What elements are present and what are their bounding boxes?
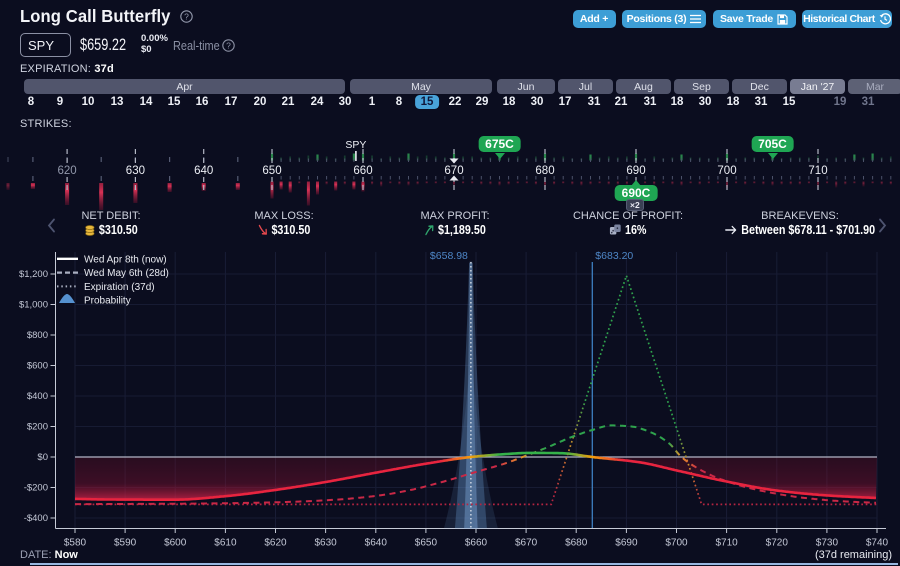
svg-text:700: 700 bbox=[717, 165, 736, 177]
svg-text:$600: $600 bbox=[27, 361, 48, 372]
svg-text:$683.20: $683.20 bbox=[595, 250, 633, 262]
svg-text:660: 660 bbox=[353, 165, 372, 177]
svg-text:$640: $640 bbox=[365, 538, 388, 549]
svg-text:$1,200: $1,200 bbox=[19, 269, 48, 280]
svg-text:630: 630 bbox=[126, 165, 145, 177]
svg-text:Expiration (37d): Expiration (37d) bbox=[84, 282, 155, 293]
svg-text:$590: $590 bbox=[114, 538, 137, 549]
svg-text:$720: $720 bbox=[766, 538, 789, 549]
svg-text:$690: $690 bbox=[615, 538, 638, 549]
svg-text:$200: $200 bbox=[27, 422, 48, 433]
svg-text:$0: $0 bbox=[37, 452, 48, 463]
svg-text:$400: $400 bbox=[27, 391, 48, 402]
svg-text:670: 670 bbox=[444, 165, 463, 177]
svg-text:640: 640 bbox=[194, 165, 213, 177]
svg-text:$680: $680 bbox=[565, 538, 588, 549]
svg-text:Probability: Probability bbox=[84, 296, 131, 307]
svg-text:$580: $580 bbox=[64, 538, 87, 549]
svg-text:$740: $740 bbox=[866, 538, 889, 549]
svg-text:690: 690 bbox=[626, 165, 645, 177]
svg-text:?: ? bbox=[226, 40, 231, 50]
svg-text:$1,000: $1,000 bbox=[19, 300, 48, 311]
svg-text:$660: $660 bbox=[465, 538, 488, 549]
svg-text:-$400: -$400 bbox=[24, 513, 48, 524]
svg-text:$600: $600 bbox=[164, 538, 187, 549]
svg-text:?: ? bbox=[184, 11, 189, 21]
svg-text:$730: $730 bbox=[816, 538, 839, 549]
svg-text:$630: $630 bbox=[314, 538, 337, 549]
svg-text:620: 620 bbox=[58, 165, 77, 177]
svg-text:-$200: -$200 bbox=[24, 483, 48, 494]
svg-text:$710: $710 bbox=[715, 538, 738, 549]
svg-text:Wed May 6th (28d): Wed May 6th (28d) bbox=[84, 268, 169, 279]
svg-text:$610: $610 bbox=[214, 538, 237, 549]
svg-text:$700: $700 bbox=[665, 538, 688, 549]
svg-text:650: 650 bbox=[262, 165, 281, 177]
svg-text:$800: $800 bbox=[27, 330, 48, 341]
svg-text:680: 680 bbox=[535, 165, 554, 177]
svg-text:SPY: SPY bbox=[345, 139, 366, 151]
svg-text:$658.98: $658.98 bbox=[430, 250, 468, 262]
svg-text:$620: $620 bbox=[264, 538, 287, 549]
svg-text:$650: $650 bbox=[415, 538, 438, 549]
svg-text:710: 710 bbox=[808, 165, 827, 177]
svg-text:Wed Apr 8th (now): Wed Apr 8th (now) bbox=[84, 254, 167, 265]
svg-text:$670: $670 bbox=[515, 538, 538, 549]
